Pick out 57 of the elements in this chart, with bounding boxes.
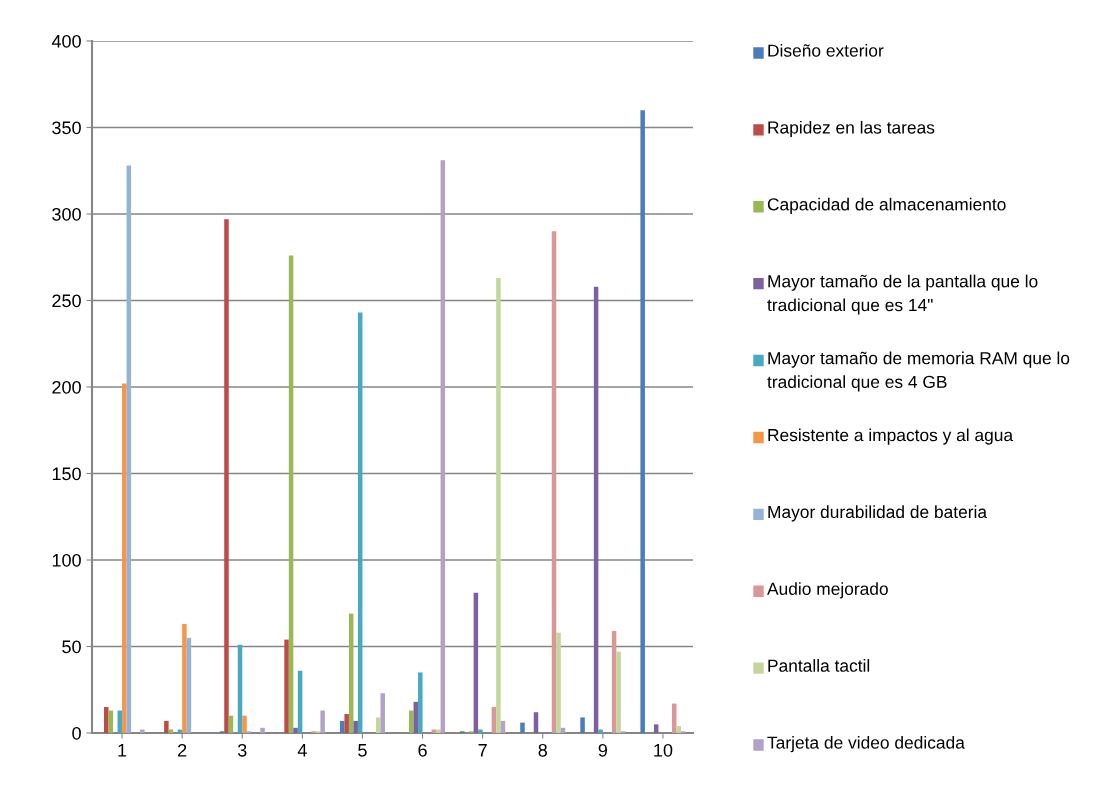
x-tick-label: 8	[538, 743, 547, 757]
legend-label: Mayor tamaño de la pantalla que lo tradicional que es 14"	[767, 274, 1038, 315]
bar	[104, 707, 109, 733]
y-tick-label: 150	[52, 467, 81, 481]
bar	[344, 713, 349, 733]
bar	[140, 729, 145, 733]
legend-label: Tarjeta de video dedicada	[767, 736, 965, 753]
x-tick-label: 4	[297, 744, 307, 757]
bar	[676, 726, 681, 733]
x-tick-label: 9	[598, 743, 608, 757]
bar	[418, 672, 423, 733]
y-tick-label: 300	[52, 207, 81, 221]
bar	[293, 727, 298, 733]
bar	[122, 383, 127, 733]
bar	[653, 724, 659, 733]
x-tick-label: 1	[118, 744, 127, 757]
bar	[242, 715, 247, 733]
legend-label: Mayor durabilidad de bateria	[768, 505, 988, 522]
x-tick-label: 3	[237, 743, 247, 757]
x-tick-label: 2	[178, 743, 187, 757]
bar	[520, 722, 525, 733]
legend-label: Capacidad de almacenamiento	[767, 197, 1006, 214]
x-tick-label: 6	[418, 743, 427, 757]
bar	[375, 717, 381, 733]
y-tick-label: 350	[52, 121, 81, 135]
y-tick-label: 250	[52, 294, 81, 308]
legend-label: Resistente a impactos y al agua	[768, 428, 1014, 445]
legend-label: Rapidez en las tareas	[768, 120, 935, 138]
bar	[353, 720, 358, 733]
x-tick-label: 7	[478, 744, 487, 757]
bar	[380, 693, 385, 733]
bar	[320, 710, 325, 733]
bar	[260, 727, 265, 733]
legend-label: Mayor tamaño de memoria RAM que lo tradicional que es 4 GB	[767, 351, 1070, 392]
legend-label: Audio mejorado	[767, 582, 888, 599]
bar	[164, 720, 169, 733]
bar	[496, 278, 501, 733]
bar	[640, 110, 645, 733]
bar	[556, 632, 561, 733]
bar	[478, 729, 483, 733]
bar	[580, 717, 585, 733]
legend-label: Diseño exterior	[768, 44, 884, 57]
bar	[436, 729, 441, 733]
bar	[284, 639, 289, 733]
y-tick-label: 100	[52, 553, 81, 567]
bar	[182, 624, 187, 733]
x-tick-label: 10	[654, 743, 673, 757]
x-tick-label: 5	[358, 744, 367, 757]
y-tick-label: 50	[62, 640, 81, 654]
legend-label: Pantalla tactil	[768, 659, 870, 672]
bar	[224, 219, 229, 733]
y-tick-label: 0	[72, 726, 81, 740]
bar	[616, 651, 621, 733]
y-tick-label: 200	[52, 380, 81, 394]
bar	[409, 710, 414, 733]
bar	[598, 729, 603, 733]
y-tick-label: 400	[51, 34, 81, 48]
